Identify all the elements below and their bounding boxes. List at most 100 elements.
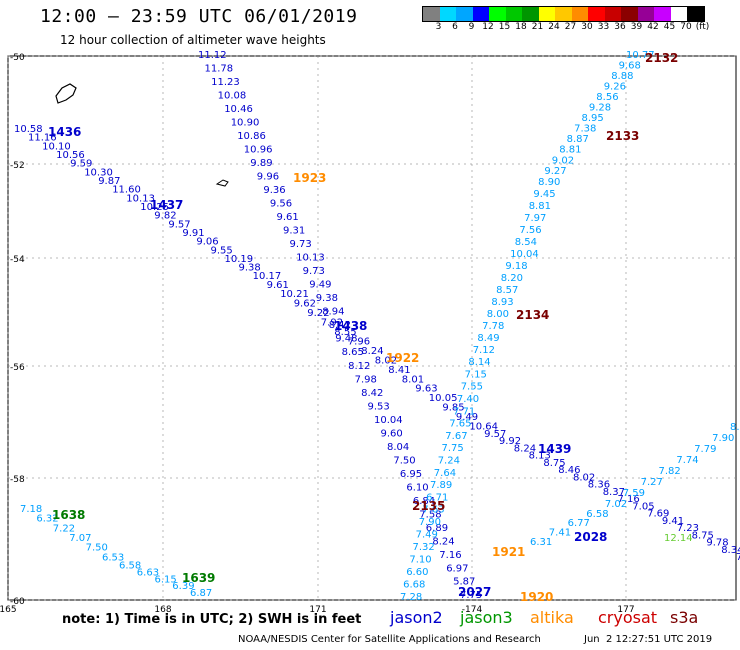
wave-height-label: 9.02	[552, 155, 574, 166]
wave-height-label: 7.41	[549, 528, 571, 539]
wave-height-label: 9.96	[257, 172, 279, 183]
wave-height-label: 6.58	[119, 561, 141, 572]
wave-height-label: 6.71	[426, 492, 448, 503]
wave-height-label: 7.16	[618, 494, 640, 505]
wave-height-label: 8.00	[487, 309, 509, 320]
pass-number-label: 2132	[645, 51, 678, 65]
wave-height-label: 10.30	[84, 167, 113, 178]
pass-number-label: 2027	[458, 585, 491, 599]
legend-label: 70	[680, 22, 692, 32]
wave-height-label: 7.05	[632, 501, 654, 512]
lat-tick-label: -58	[10, 475, 25, 485]
wave-height-label: 9.62	[294, 299, 316, 310]
lat-tick-label: -54	[10, 255, 25, 265]
wave-height-label: 7.27	[641, 477, 663, 488]
wave-height-label: 8.90	[538, 177, 560, 188]
wave-height-label: 8.57	[496, 285, 518, 296]
wave-height-label: 7.18	[20, 504, 42, 515]
legend-label: 39	[630, 22, 643, 32]
wave-height-label: 10.13	[126, 193, 155, 204]
legend-swatch	[439, 7, 456, 21]
satellite-name-s3a: s3a	[670, 608, 699, 627]
wave-height-label: 11.12	[198, 50, 227, 61]
wave-height-label: 7.32	[413, 542, 435, 553]
wave-height-label: 7.65	[449, 419, 471, 430]
wave-height-label: 8.12	[348, 361, 370, 372]
wave-height-label: 11.78	[205, 64, 234, 75]
wave-height-label: 7.96	[736, 552, 740, 563]
wave-height-label: 7.28	[400, 592, 422, 603]
wave-height-label: 9.41	[662, 516, 684, 527]
wave-height-label: 8.75	[692, 530, 714, 541]
wave-height-label: 10.58	[14, 124, 43, 135]
wave-height-label: 7.22	[53, 523, 75, 534]
legend-swatch	[555, 7, 572, 21]
wave-height-label: 10.10	[42, 141, 71, 152]
wave-height-label: 8.02	[573, 472, 595, 483]
color-legend-labels: 3 6 9 12 15 18 21 24 27 30 33 36 39 42 45 70 (ft)	[422, 22, 734, 34]
satellite-name-altika: altika	[530, 608, 574, 627]
wave-height-label: 7.75	[460, 590, 482, 601]
wave-height-label: 7.50	[86, 543, 108, 554]
wave-height-label: 9.06	[196, 237, 218, 248]
legend-label: 12	[482, 22, 494, 32]
wave-height-label: 8.36	[588, 480, 610, 491]
pass-number-label: 1639	[182, 571, 215, 585]
wave-height-label: 7.98	[355, 374, 377, 385]
legend-swatch	[456, 7, 473, 21]
wave-height-label: 7.59	[623, 488, 645, 499]
legend-swatch	[472, 7, 489, 21]
legend-label: 6	[452, 22, 458, 32]
wave-height-label: 7.79	[694, 444, 716, 455]
wave-height-label: 11.16	[28, 133, 57, 144]
wave-height-label: 10.86	[237, 131, 266, 142]
wave-height-label: 6.97	[446, 563, 468, 574]
wave-height-label: 7.96	[348, 336, 370, 347]
legend-label: 18	[515, 22, 527, 32]
legend-swatch	[588, 7, 605, 21]
wave-height-label: 9.63	[415, 384, 437, 395]
wave-height-label: 6.15	[155, 574, 177, 585]
credit-text: NOAA/NESDIS Center for Satellite Applica…	[238, 634, 541, 645]
wave-height-label: 6.63	[137, 567, 159, 578]
legend-label: 42	[647, 22, 659, 32]
wave-height-label: 10.13	[296, 253, 325, 264]
legend-label: 21	[531, 22, 544, 32]
legend-label: 15	[498, 22, 511, 32]
wave-height-label: 8.54	[515, 237, 537, 248]
wave-height-label: 10.08	[218, 91, 247, 102]
wave-height-label: 10.19	[225, 254, 254, 265]
wave-height-label: 8.65	[342, 347, 364, 358]
wave-height-label: 9.87	[98, 176, 120, 187]
wave-height-label: 9.49	[309, 280, 331, 291]
color-legend	[422, 6, 705, 22]
legend-label: 24	[548, 22, 560, 32]
wave-height-label: 9.27	[544, 166, 566, 177]
wave-height-label: 6.60	[406, 567, 428, 578]
wave-height-label: 8.56	[596, 92, 618, 103]
pass-number-label: 2133	[606, 129, 639, 143]
wave-height-label: 7.23	[677, 523, 699, 534]
pass-number-label: 1437	[150, 198, 183, 212]
wave-height-label: 8.34	[721, 545, 740, 556]
wave-height-label: 9.57	[168, 219, 190, 230]
wave-height-label: 8.81	[529, 201, 551, 212]
wave-height-label: 6.95	[400, 469, 422, 480]
wave-height-label: 8.37	[603, 487, 625, 498]
wave-height-label: 7.12	[473, 345, 495, 356]
wave-height-label: 8.41	[388, 365, 410, 376]
wave-height-label: 6.87	[190, 588, 212, 599]
wave-height-label: 7.74	[676, 455, 698, 466]
lat-tick-label: -60	[10, 597, 25, 607]
wave-height-label: 8.01	[402, 374, 424, 385]
wave-height-label: 9.82	[154, 211, 176, 222]
wave-height-label: 10.90	[231, 118, 260, 129]
wave-height-label: 7.07	[69, 533, 91, 544]
wave-height-label: 7.82	[659, 466, 681, 477]
wave-height-label: 8.75	[543, 458, 565, 469]
wave-height-label: 10.56	[56, 150, 85, 161]
wave-height-label: 9.61	[277, 212, 299, 223]
wave-height-label: 7.50	[393, 456, 415, 467]
wave-height-label: 8.87	[567, 134, 589, 145]
